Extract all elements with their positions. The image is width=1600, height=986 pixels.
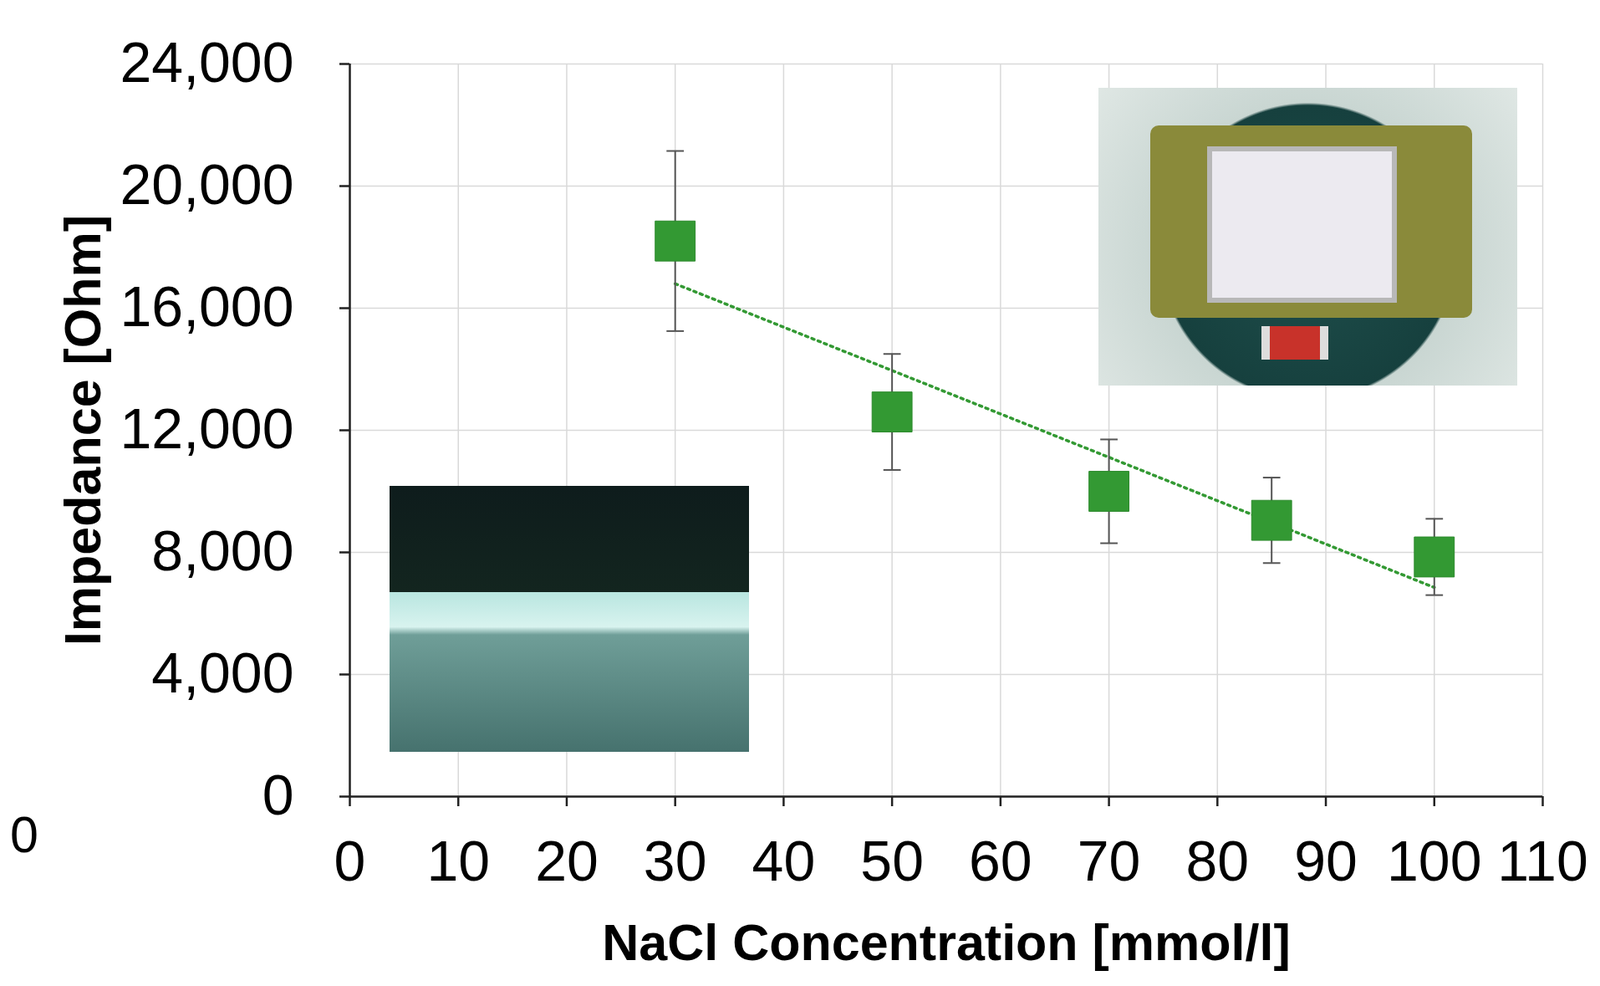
svg-text:12,000: 12,000 [120, 396, 295, 460]
svg-text:50: 50 [860, 828, 924, 892]
svg-text:16,000: 16,000 [120, 274, 295, 338]
svg-text:110: 110 [1497, 828, 1588, 892]
svg-text:10: 10 [426, 828, 490, 892]
svg-text:NaCl Concentration [mmol/l]: NaCl Concentration [mmol/l] [601, 913, 1291, 971]
svg-text:70: 70 [1077, 828, 1142, 892]
svg-text:24,000: 24,000 [120, 30, 295, 94]
svg-text:20: 20 [535, 828, 599, 892]
svg-text:90: 90 [1294, 828, 1358, 892]
svg-text:Impedance [Ohm]: Impedance [Ohm] [54, 214, 112, 646]
svg-text:0: 0 [262, 762, 295, 826]
svg-text:20,000: 20,000 [120, 152, 295, 216]
svg-text:80: 80 [1185, 828, 1249, 892]
html-text:0: 0 [10, 805, 39, 863]
svg-text:0: 0 [334, 828, 367, 892]
svg-text:100: 100 [1386, 828, 1482, 892]
svg-text:30: 30 [643, 828, 708, 892]
svg-text:60: 60 [968, 828, 1033, 892]
svg-text:40: 40 [752, 828, 816, 892]
svg-text:4,000: 4,000 [151, 640, 294, 704]
svg-text:8,000: 8,000 [151, 518, 294, 582]
